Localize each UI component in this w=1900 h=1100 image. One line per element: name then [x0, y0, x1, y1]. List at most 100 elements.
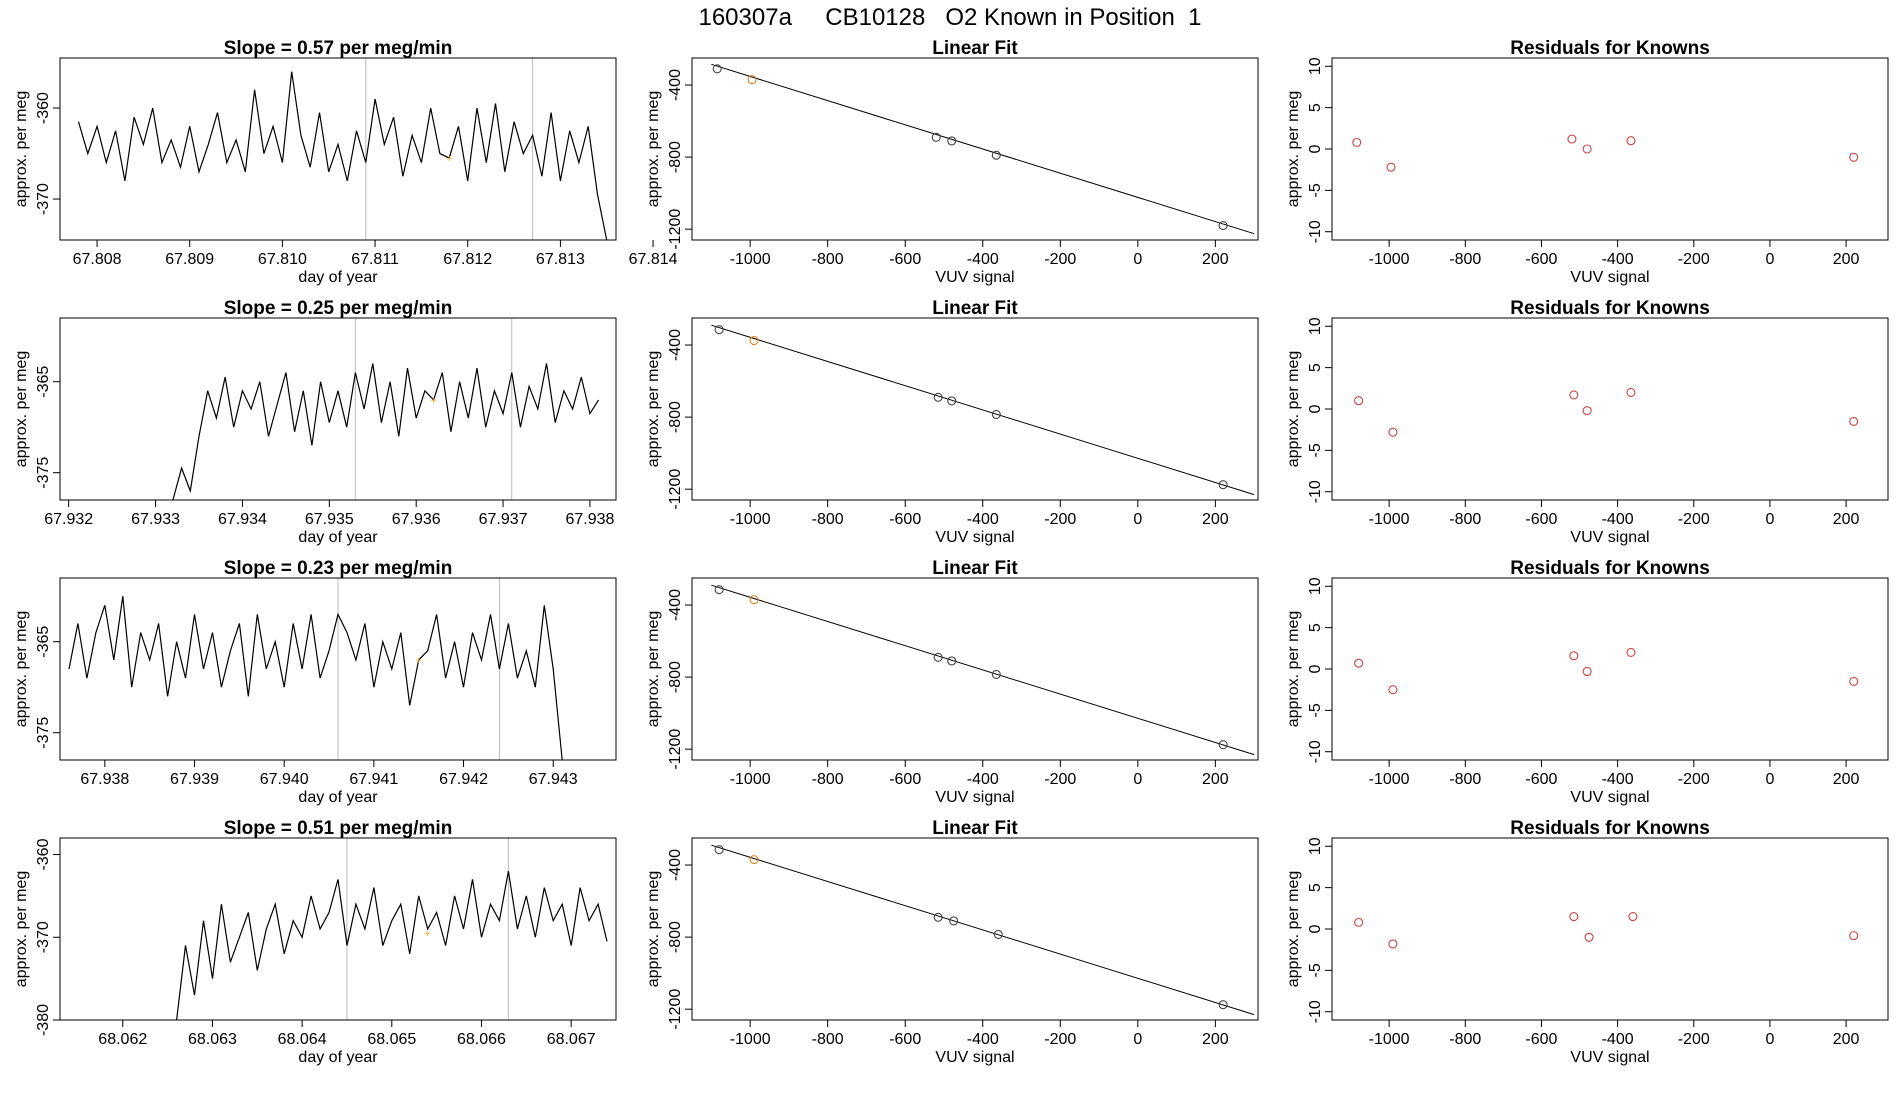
x-tick-label: -400 — [967, 771, 999, 788]
x-axis-label: VUV signal — [935, 789, 1014, 806]
x-axis-label: VUV signal — [1570, 269, 1649, 286]
y-tick-label: -1200 — [667, 989, 684, 1030]
page-title: 160307a CB10128 O2 Known in Position 1 — [698, 4, 1202, 31]
fit-point — [1218, 740, 1228, 750]
x-tick-label: 0 — [1765, 511, 1774, 528]
x-tick-label: 67.814 — [629, 251, 678, 268]
x-axis-label: VUV signal — [935, 269, 1014, 286]
x-tick-label: -800 — [1449, 511, 1481, 528]
y-tick-label: -10 — [1307, 480, 1324, 503]
x-tick-label: -400 — [967, 251, 999, 268]
y-tick-label: 5 — [1307, 883, 1324, 892]
plot-area: + — [176, 870, 608, 1020]
selected-point-marker: + — [431, 396, 437, 407]
x-tick-label: 67.942 — [439, 771, 488, 788]
y-axis-label: approx. per meg — [1285, 91, 1302, 208]
y-tick-label: 5 — [1307, 103, 1324, 112]
panel-1-3: Residuals for Knowns-1000 -800 -600 -400 -20… — [1285, 38, 1889, 286]
y-tick-label: 10 — [1307, 317, 1324, 335]
panel-title: Slope = 0.25 per meg/min — [224, 298, 453, 319]
panel-4-3: Residuals for Knowns-1000 -800 -600 -400 -20… — [1285, 818, 1889, 1066]
plot-area — [711, 584, 1255, 756]
selected-point-marker: + — [416, 656, 422, 667]
fit-point — [749, 335, 759, 346]
x-tick-label: 68.066 — [457, 1031, 506, 1048]
x-tick-label: 68.063 — [188, 1031, 237, 1048]
y-tick-label: 10 — [1307, 57, 1324, 75]
plot-area — [711, 63, 1255, 235]
panel-4-2: Linear Fit -1000 -800 -600 -400 -200 0 200 -400 -… — [645, 818, 1259, 1066]
fit-point — [991, 150, 1001, 160]
x-axis-label: VUV signal — [1570, 1049, 1649, 1066]
y-axis-label: approx. per meg — [645, 91, 662, 208]
x-tick-label: 0 — [1133, 511, 1142, 528]
x-tick-label: -800 — [812, 771, 844, 788]
fit-line — [711, 324, 1255, 496]
y-tick-label: 0 — [1307, 664, 1324, 673]
residual-point — [1388, 427, 1398, 437]
fit-point — [749, 595, 759, 605]
panel-2-3: Residuals for Knowns-1000 -800 -600 -400 -20… — [1285, 298, 1889, 546]
x-tick-label: 67.932 — [44, 511, 93, 528]
fit-point — [933, 652, 943, 662]
fit-point — [949, 916, 959, 926]
fit-point — [991, 669, 1001, 679]
residual-point — [1626, 387, 1636, 398]
panel-title: Residuals for Knowns — [1510, 298, 1710, 319]
residual-point — [1569, 912, 1579, 922]
fit-point — [712, 64, 722, 74]
residual-point — [1388, 685, 1398, 695]
x-tick-label: 68.065 — [367, 1031, 416, 1048]
x-tick-label: -1000 — [730, 511, 771, 528]
x-tick-label: 67.811 — [351, 251, 399, 268]
panel-title: Linear Fit — [932, 38, 1018, 59]
plot-frame — [1331, 317, 1889, 501]
y-tick-label: -380 — [35, 1004, 52, 1036]
x-tick-label: 67.938 — [565, 511, 614, 528]
residual-point — [1567, 134, 1577, 144]
y-axis-label: approx. per meg — [1285, 611, 1302, 728]
x-tick-label: -200 — [1044, 251, 1076, 268]
fit-point — [747, 75, 757, 85]
residual-point — [1849, 152, 1859, 162]
x-tick-label: -1000 — [730, 771, 771, 788]
x-tick-label: 68.062 — [98, 1031, 147, 1048]
y-tick-label: -1200 — [667, 209, 684, 250]
x-tick-label: -800 — [1449, 771, 1481, 788]
y-tick-label: -370 — [35, 921, 52, 953]
x-tick-label: -800 — [812, 251, 844, 268]
panel-4-1: Slope = 0.51 per meg/min 68.062 68.063 68.0… — [13, 818, 617, 1066]
panel-title: Linear Fit — [932, 298, 1018, 319]
y-tick-label: -365 — [35, 626, 52, 658]
plot-frame — [691, 317, 1259, 501]
y-tick-label: -800 — [667, 921, 684, 953]
panel-title: Residuals for Knowns — [1510, 558, 1710, 579]
fit-point — [947, 396, 957, 406]
fit-line — [711, 63, 1255, 235]
x-axis-label: day of year — [298, 1049, 378, 1066]
x-tick-label: 67.808 — [73, 251, 122, 268]
y-tick-label: -365 — [35, 366, 52, 398]
x-tick-label: -400 — [967, 1031, 999, 1048]
y-tick-label: -400 — [667, 329, 684, 361]
residual-point — [1569, 651, 1579, 661]
x-tick-label: 200 — [1202, 771, 1229, 788]
selected-point-marker: + — [446, 154, 452, 165]
y-tick-label: 10 — [1307, 837, 1324, 855]
x-axis-label: VUV signal — [935, 529, 1014, 546]
y-tick-label: -10 — [1307, 1000, 1324, 1023]
y-tick-label: -800 — [667, 661, 684, 693]
fit-point — [947, 656, 957, 666]
fit-point — [933, 392, 943, 402]
plot-frame — [691, 577, 1259, 761]
fit-line — [711, 844, 1255, 1016]
y-tick-label: 10 — [1307, 577, 1324, 595]
plot-area: + — [77, 71, 608, 240]
fit-line — [711, 584, 1255, 756]
panel-1-1: Slope = 0.57 per meg/min 67.808 67.809 67.8… — [13, 38, 678, 286]
y-tick-label: -5 — [1307, 443, 1324, 457]
panel-3-3: Residuals for Knowns-1000 -800 -600 -400 -20… — [1285, 558, 1889, 806]
series-line — [172, 363, 600, 500]
plot-frame — [691, 837, 1259, 1021]
y-tick-label: 0 — [1307, 404, 1324, 413]
